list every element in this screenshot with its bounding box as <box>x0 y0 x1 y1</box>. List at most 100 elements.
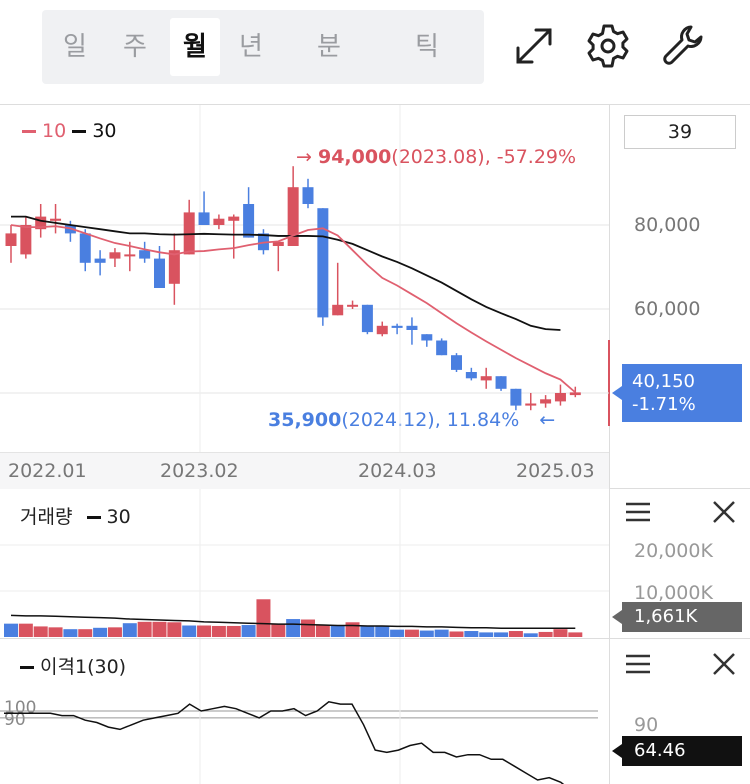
volume-bar <box>553 629 568 637</box>
tab-minute[interactable]: 분 <box>317 32 341 62</box>
candle-body <box>406 325 418 330</box>
disparity-legend: 이격1(30) <box>20 652 126 679</box>
volume-bar <box>360 626 375 637</box>
candle-body <box>35 216 47 230</box>
volume-bar <box>449 631 464 637</box>
disparity-panel-top-border <box>0 638 750 639</box>
candle-body <box>540 399 552 404</box>
ma30-label: 30 <box>92 120 117 142</box>
volume-ma-swatch <box>86 516 101 519</box>
candle-body <box>124 254 136 257</box>
volume-bar <box>4 623 18 637</box>
disparity-current-value: 64.46 <box>634 740 686 761</box>
volume-bar <box>18 623 33 637</box>
tab-month[interactable]: 월 <box>170 18 220 76</box>
disparity-line <box>4 700 565 784</box>
candle-body <box>154 258 165 288</box>
menu-icon[interactable] <box>624 498 652 530</box>
tab-day[interactable]: 일 <box>63 32 87 62</box>
gear-icon[interactable] <box>584 22 632 70</box>
candle-body <box>109 252 121 259</box>
y-axis-divider <box>609 104 610 784</box>
candle-body <box>421 334 433 341</box>
volume-current-badge: 1,661K <box>612 602 742 632</box>
close-icon[interactable] <box>710 650 738 682</box>
candle-body <box>525 403 537 406</box>
badge-pointer <box>612 744 622 758</box>
current-price: 40,150 <box>632 371 695 392</box>
tab-week[interactable]: 주 <box>123 32 147 62</box>
volume-chart <box>0 489 609 638</box>
candle-body <box>554 393 566 402</box>
current-change: -1.71% <box>632 394 696 415</box>
expand-icon[interactable] <box>510 22 558 70</box>
candle-body <box>168 250 180 284</box>
price-chart <box>0 105 609 452</box>
candle-body <box>79 233 91 263</box>
disparity-swatch <box>20 666 34 669</box>
volume-y-tick-10000k: 10,000K <box>634 582 713 604</box>
candle-body <box>272 241 284 246</box>
volume-current-value: 1,661K <box>634 606 698 627</box>
date-tick-4: 2025.03 <box>516 460 595 482</box>
tab-tick[interactable]: 틱 <box>415 32 439 62</box>
volume-bar <box>419 630 434 637</box>
wrench-icon[interactable] <box>660 22 708 70</box>
volume-bar <box>464 631 479 637</box>
low-arrow: ← <box>539 409 556 431</box>
volume-bar <box>390 629 405 637</box>
disparity-chart <box>0 639 598 784</box>
candle-body <box>243 204 255 238</box>
candle-body <box>480 376 492 381</box>
candle-body <box>317 208 329 318</box>
volume-bar <box>330 625 345 637</box>
badge-pointer <box>612 610 622 624</box>
disparity-current-badge: 64.46 <box>612 736 742 766</box>
volume-ma-label: 30 <box>106 506 131 528</box>
volume-bar <box>345 622 360 637</box>
candle-body <box>139 250 151 259</box>
volume-bar <box>404 629 419 637</box>
volume-bar <box>301 619 315 637</box>
high-detail: (2023.08), -57.29% <box>391 146 577 168</box>
volume-bar <box>63 629 78 637</box>
volume-bar <box>78 629 93 637</box>
ma10-swatch <box>22 130 36 133</box>
volume-bar <box>107 627 122 637</box>
volume-bar <box>211 625 226 637</box>
disparity-ref-label-90: 90 <box>4 710 26 730</box>
volume-bar <box>197 625 212 637</box>
volume-bar <box>33 626 48 637</box>
low-value: 35,900 <box>268 409 342 431</box>
close-icon[interactable] <box>710 498 738 530</box>
high-arrow: → <box>296 146 312 168</box>
volume-legend: 거래량 30 <box>20 502 131 529</box>
volume-bar <box>256 599 271 637</box>
volume-title: 거래량 <box>20 506 73 528</box>
ma10-label: 10 <box>42 120 67 142</box>
volume-ma30-line <box>10 614 576 630</box>
low-annotation: 35,900(2024.12), 11.84% ← <box>268 409 555 431</box>
price-legend: 10 30 <box>22 120 117 142</box>
volume-bar <box>93 627 108 637</box>
ma30-swatch <box>72 130 87 133</box>
candle-body <box>376 325 388 335</box>
ma30-line <box>11 215 561 331</box>
volume-bar <box>538 631 553 637</box>
candle-body <box>20 225 32 255</box>
period-count-input[interactable]: 39 <box>624 115 736 149</box>
current-price-badge: 40,150 -1.71% <box>612 364 742 422</box>
ma10-line <box>10 224 576 394</box>
volume-bar <box>315 625 330 637</box>
candle-body <box>391 325 403 328</box>
candle-body <box>347 304 359 307</box>
tab-year[interactable]: 년 <box>239 32 263 62</box>
volume-bar <box>48 627 63 637</box>
volume-bar <box>568 632 583 637</box>
menu-icon[interactable] <box>624 650 652 682</box>
candle-body <box>94 258 106 263</box>
volume-bar <box>137 621 152 637</box>
candle-body <box>361 304 373 333</box>
volume-bar <box>241 625 256 637</box>
current-price-range-bar <box>608 340 610 426</box>
